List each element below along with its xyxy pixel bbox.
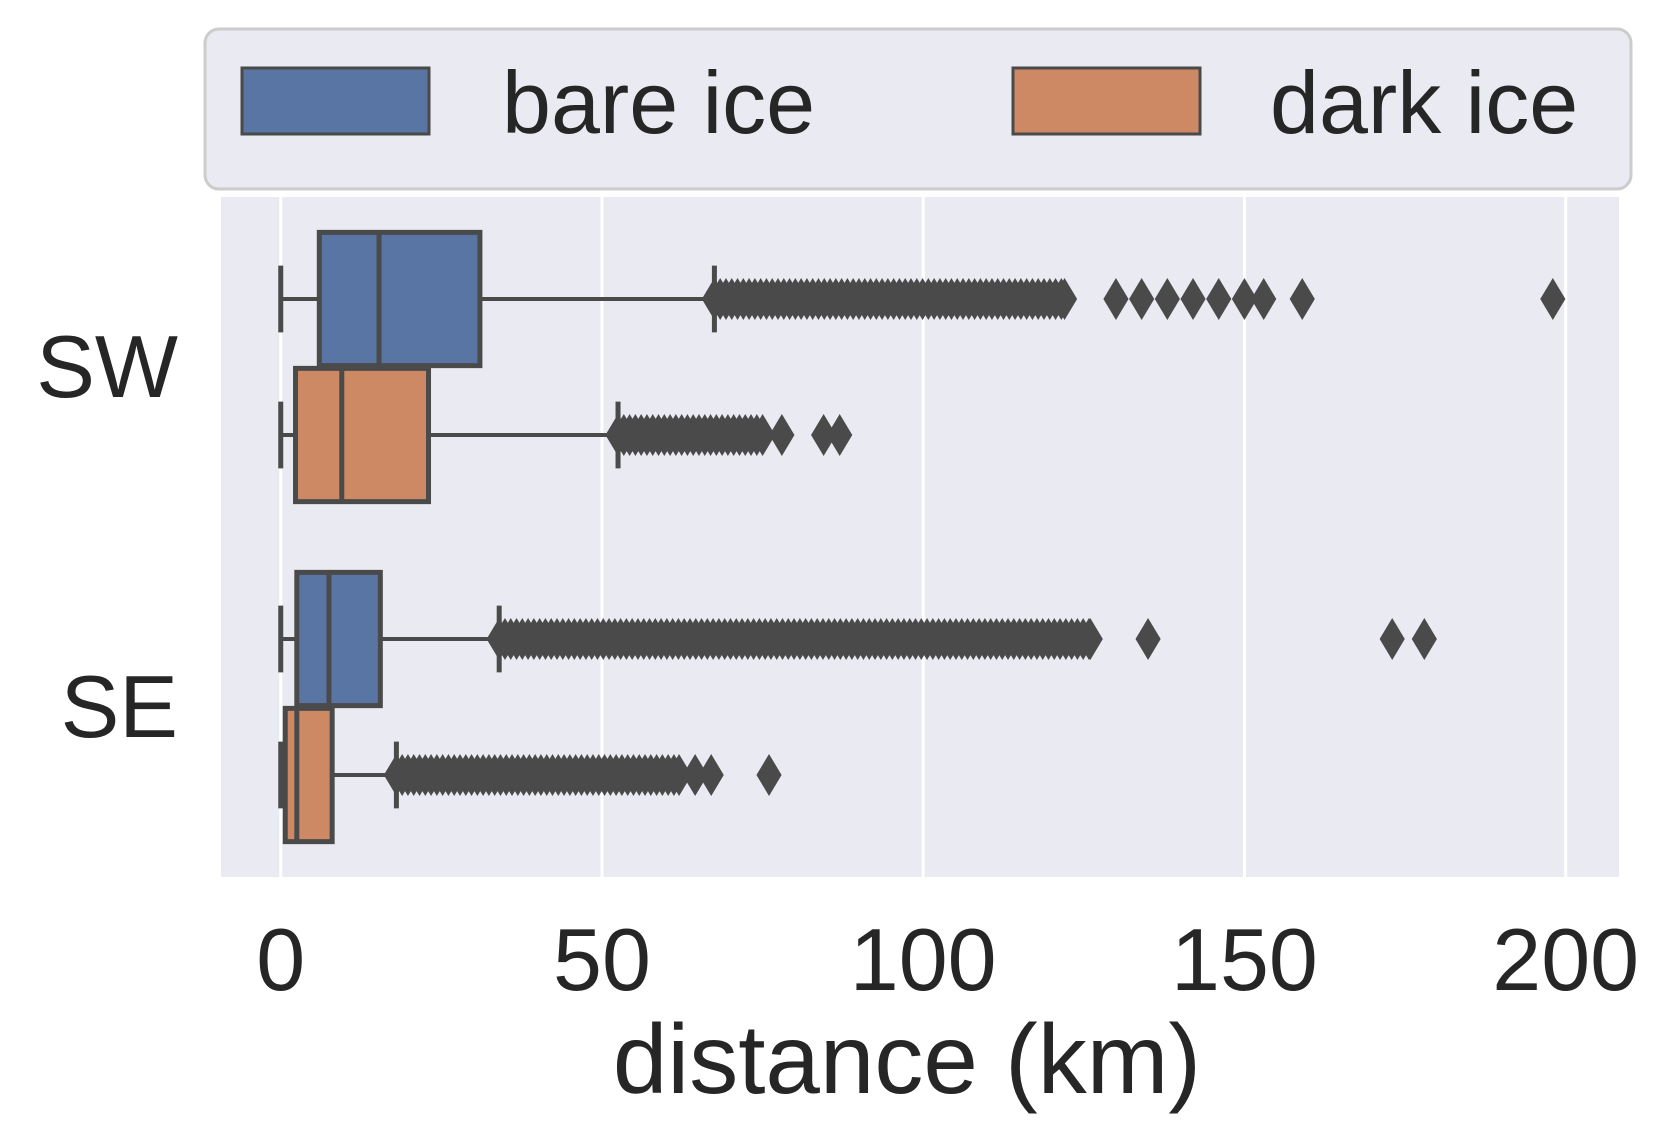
outlier-dark-ice-sw — [769, 414, 795, 456]
x-tick-label-100: 100 — [850, 910, 997, 1009]
iqr-box-bare-ice-sw — [316, 229, 483, 369]
legend-label-dark-ice: dark ice — [1270, 53, 1578, 152]
iqr-box-dark-ice-se — [282, 705, 335, 845]
category-label-sw: SW — [36, 317, 178, 416]
legend-frame — [203, 27, 1633, 191]
outlier-dark-ice-se — [698, 754, 724, 796]
category-label-se: SE — [61, 657, 178, 756]
outlier-bare-ice-sw — [1289, 278, 1315, 320]
boxes — [278, 229, 1566, 845]
outlier-dark-ice-sw — [750, 414, 776, 456]
category-labels: SW SE — [36, 317, 178, 756]
outlier-dark-ice-se — [756, 754, 782, 796]
outlier-bare-ice-sw — [1251, 278, 1277, 320]
outlier-dark-ice-sw — [827, 414, 853, 456]
box-dark-ice-se — [278, 705, 782, 845]
legend-label-bare-ice: bare ice — [502, 53, 815, 152]
outlier-bare-ice-se — [1379, 618, 1405, 660]
iqr-box-bare-ice-se — [294, 569, 383, 709]
outlier-bare-ice-sw — [1103, 278, 1129, 320]
x-axis-label: distance (km) — [613, 1004, 1201, 1114]
outlier-bare-ice-sw — [1231, 278, 1258, 320]
box-dark-ice-sw — [278, 365, 853, 505]
box-bare-ice-se — [278, 569, 1437, 709]
box-bare-ice-sw — [278, 229, 1566, 369]
iqr-box-dark-ice-sw — [293, 365, 432, 505]
outlier-bare-ice-se — [1135, 618, 1161, 660]
outlier-bare-ice-sw — [1206, 278, 1232, 320]
x-tick-labels: 0 50 100 150 200 — [256, 910, 1639, 1009]
x-tick-label-0: 0 — [256, 910, 305, 1009]
legend-swatch-dark-ice — [1011, 66, 1202, 136]
legend-swatch-bare-ice — [240, 66, 431, 136]
legend: bare ice dark ice — [203, 27, 1633, 191]
outlier-bare-ice-sw — [1154, 278, 1180, 320]
x-tick-label-150: 150 — [1171, 910, 1318, 1009]
outlier-bare-ice-sw — [1540, 278, 1566, 320]
x-tick-label-200: 200 — [1492, 910, 1639, 1009]
outlier-bare-ice-sw — [1051, 278, 1078, 320]
x-tick-label-50: 50 — [553, 910, 651, 1009]
outlier-bare-ice-sw — [1180, 278, 1206, 320]
outlier-bare-ice-sw — [1129, 278, 1155, 320]
outlier-bare-ice-se — [1077, 618, 1103, 660]
outlier-bare-ice-se — [1411, 618, 1437, 660]
